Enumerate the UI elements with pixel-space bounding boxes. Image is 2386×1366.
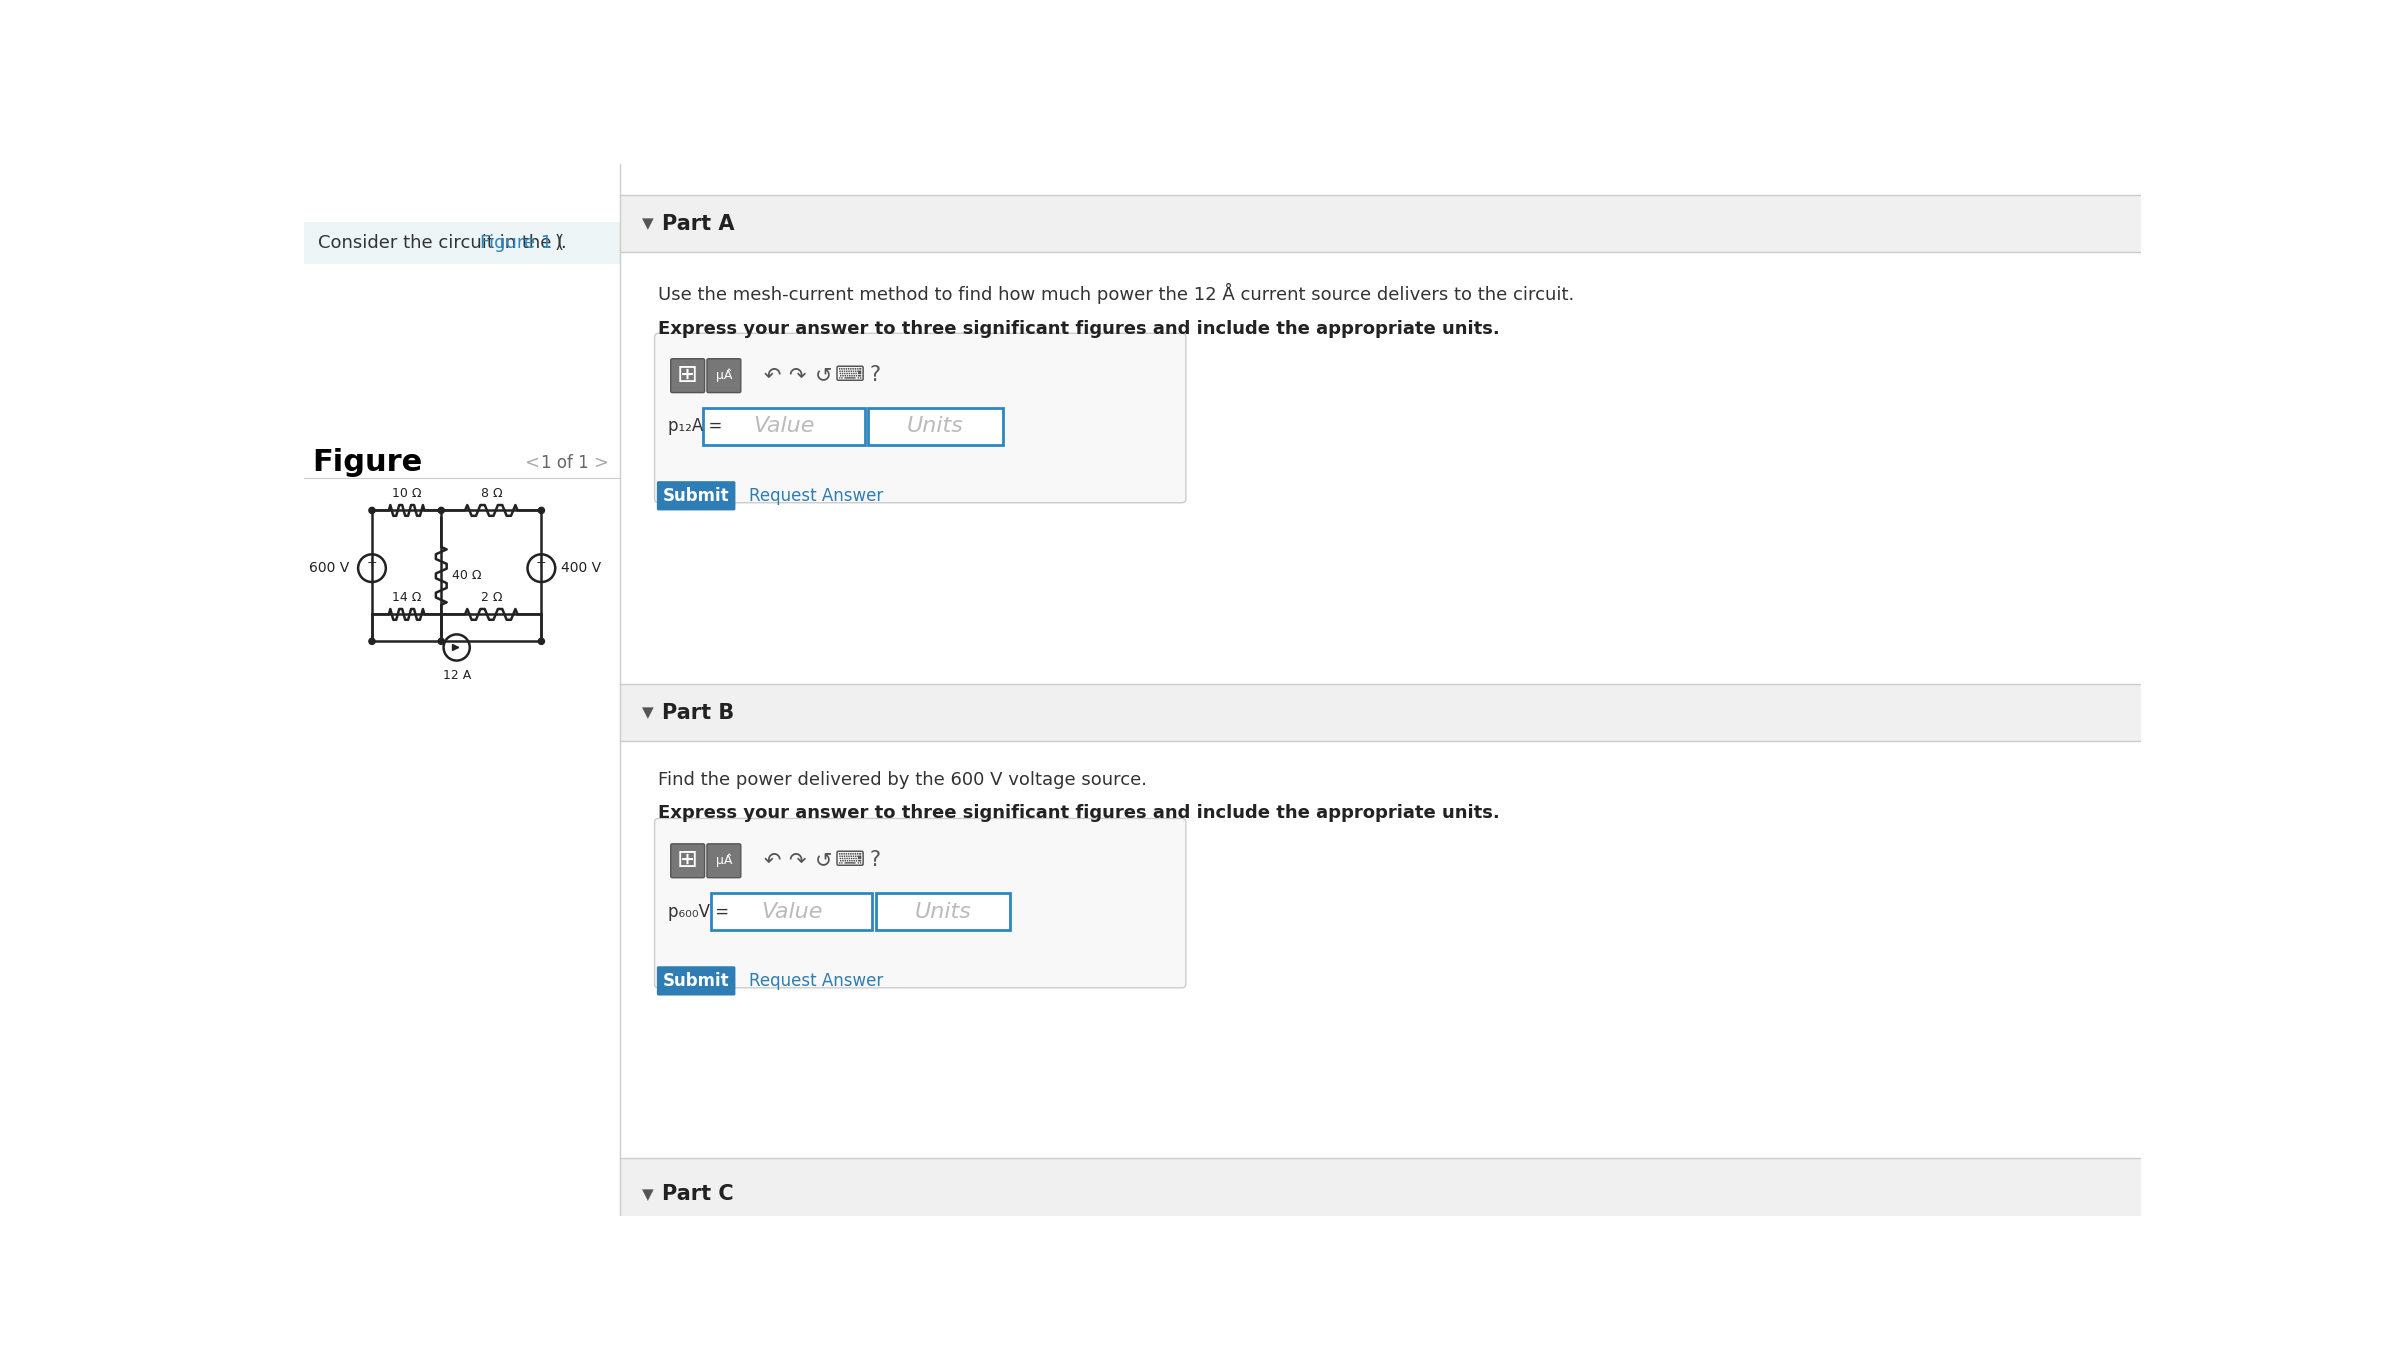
Text: Find the power delivered by the 600 V voltage source.: Find the power delivered by the 600 V vo… (659, 770, 1148, 790)
FancyBboxPatch shape (670, 359, 704, 392)
Circle shape (539, 638, 544, 645)
Text: Units: Units (914, 902, 971, 922)
Text: ⌨: ⌨ (835, 850, 864, 870)
Text: Request Answer: Request Answer (749, 971, 883, 990)
Text: 40 Ω: 40 Ω (451, 570, 482, 582)
Text: Express your answer to three significant figures and include the appropriate uni: Express your answer to three significant… (659, 321, 1501, 339)
Circle shape (439, 638, 444, 645)
FancyBboxPatch shape (654, 818, 1186, 988)
Text: 600 V: 600 V (308, 561, 348, 575)
Text: μÂ: μÂ (716, 369, 733, 381)
Circle shape (539, 507, 544, 514)
FancyBboxPatch shape (305, 221, 620, 264)
Text: ⌨: ⌨ (835, 365, 864, 385)
Text: >: > (594, 454, 608, 471)
Text: Express your answer to three significant figures and include the appropriate uni: Express your answer to three significant… (659, 805, 1501, 822)
Text: ↶: ↶ (764, 365, 780, 385)
Text: 2 Ω: 2 Ω (480, 590, 501, 604)
FancyBboxPatch shape (620, 195, 2143, 253)
Text: ?: ? (871, 850, 880, 870)
Text: ↷: ↷ (787, 850, 806, 870)
FancyBboxPatch shape (620, 1158, 2143, 1216)
FancyBboxPatch shape (656, 966, 735, 996)
Text: 12 A: 12 A (441, 669, 470, 682)
Text: ▼: ▼ (642, 216, 654, 231)
FancyBboxPatch shape (670, 844, 704, 878)
Text: Figure 1: Figure 1 (480, 234, 551, 253)
Text: ⊞: ⊞ (678, 848, 699, 872)
Text: p₆₀₀V =: p₆₀₀V = (668, 903, 728, 921)
Text: Value: Value (754, 417, 814, 437)
Text: 400 V: 400 V (561, 561, 601, 575)
FancyBboxPatch shape (876, 893, 1009, 930)
Text: ▼: ▼ (642, 1187, 654, 1202)
Text: 10 Ω: 10 Ω (391, 486, 422, 500)
FancyBboxPatch shape (656, 481, 735, 511)
Text: Consider the circuit in the (: Consider the circuit in the ( (317, 234, 563, 253)
Text: p₁₂A =: p₁₂A = (668, 418, 723, 436)
Text: ▼: ▼ (642, 705, 654, 720)
FancyBboxPatch shape (620, 683, 2143, 742)
Text: Submit: Submit (663, 486, 730, 505)
Text: ↶: ↶ (764, 850, 780, 870)
Circle shape (439, 507, 444, 514)
Circle shape (370, 638, 375, 645)
Text: ⊞: ⊞ (678, 363, 699, 387)
Text: Value: Value (761, 902, 823, 922)
FancyBboxPatch shape (704, 408, 864, 445)
FancyBboxPatch shape (711, 893, 873, 930)
Text: ).: ). (554, 234, 568, 253)
FancyBboxPatch shape (654, 333, 1186, 503)
Text: +: + (537, 556, 546, 570)
FancyBboxPatch shape (305, 164, 2143, 1216)
Text: 14 Ω: 14 Ω (391, 590, 422, 604)
Text: ↺: ↺ (814, 850, 833, 870)
FancyBboxPatch shape (706, 359, 740, 392)
Text: μÂ: μÂ (716, 854, 733, 867)
Text: 1 of 1: 1 of 1 (542, 454, 589, 471)
Text: Submit: Submit (663, 971, 730, 990)
Text: 8 Ω: 8 Ω (480, 486, 501, 500)
FancyBboxPatch shape (869, 408, 1002, 445)
Text: <: < (523, 454, 539, 471)
Circle shape (370, 507, 375, 514)
Text: Part B: Part B (663, 703, 735, 723)
Text: Figure: Figure (313, 448, 422, 477)
Text: Units: Units (907, 417, 964, 437)
FancyBboxPatch shape (706, 844, 740, 878)
Text: +: + (367, 556, 377, 570)
Text: Use the mesh-current method to find how much power the 12 Å current source deliv: Use the mesh-current method to find how … (659, 283, 1575, 303)
Text: ↷: ↷ (787, 365, 806, 385)
Text: ?: ? (871, 365, 880, 385)
Text: Part C: Part C (663, 1184, 735, 1205)
Text: ↺: ↺ (814, 365, 833, 385)
Text: Part A: Part A (663, 214, 735, 234)
Text: Request Answer: Request Answer (749, 486, 883, 505)
